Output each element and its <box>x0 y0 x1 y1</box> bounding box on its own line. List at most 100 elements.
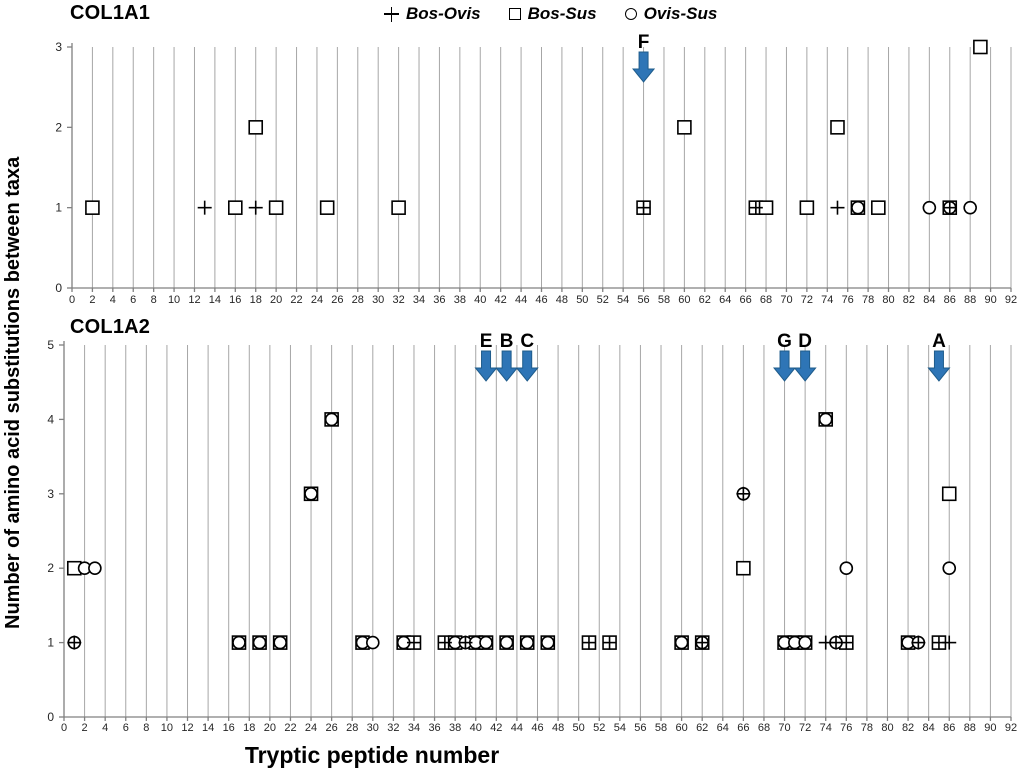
x-tick-label: 40 <box>470 722 482 734</box>
x-tick-label: 2 <box>89 294 95 306</box>
x-tick-label: 56 <box>637 294 649 306</box>
axes <box>59 341 1012 721</box>
x-tick-label: 90 <box>984 722 996 734</box>
data-point-square <box>830 120 845 135</box>
y-tick-labels: 0 1 2 3 <box>55 40 62 295</box>
x-tick-label: 46 <box>531 722 543 734</box>
x-tick-label: 44 <box>511 722 523 734</box>
x-tick-label: 38 <box>449 722 461 734</box>
x-tick-label: 10 <box>161 722 173 734</box>
data-point-circle <box>324 412 339 427</box>
y-axis-title: Number of amino acid substitutions betwe… <box>2 156 24 630</box>
y-tick-label: 0 <box>55 281 62 295</box>
x-tick-labels: 0 2 4 6 8 10 12 14 16 18 20 22 24 26 28 30 32 34 36 38 40 42 4… <box>69 294 1017 306</box>
data-point-square <box>268 200 284 215</box>
data-point-square <box>973 39 988 55</box>
x-tick-label: 84 <box>923 294 935 306</box>
x-tick-label: 64 <box>717 722 729 734</box>
arrow-label-E: E <box>480 331 493 352</box>
data-point-plus <box>602 635 617 650</box>
series-bos-sus <box>85 39 988 215</box>
x-tick-label: 80 <box>881 722 893 734</box>
data-point-circle <box>232 635 246 650</box>
x-tick-label: 86 <box>944 294 956 306</box>
data-point-plus <box>406 635 421 650</box>
x-tick-label: 42 <box>490 722 502 734</box>
x-tick-label: 74 <box>821 294 833 306</box>
legend-item-bos-sus: Bos-Sus <box>508 4 597 24</box>
marker-arrow-A <box>927 350 951 382</box>
chart-title-col1a2: COL1A2 <box>70 316 151 338</box>
data-point-square <box>391 200 406 215</box>
x-tick-label: 52 <box>593 722 605 734</box>
x-tick-label: 62 <box>699 294 711 306</box>
data-point-circle <box>499 635 514 650</box>
arrow-label-B: B <box>500 331 514 352</box>
x-tick-label: 40 <box>474 294 486 306</box>
data-point-circle <box>963 200 977 215</box>
data-point-plus <box>248 200 263 215</box>
x-tick-label: 2 <box>82 722 88 734</box>
x-tick-label: 8 <box>143 722 149 734</box>
data-point-circle <box>798 635 812 650</box>
x-tick-label: 6 <box>130 294 136 306</box>
data-point-plus <box>748 200 763 215</box>
axes <box>67 43 1012 292</box>
data-point-circle <box>88 561 102 576</box>
data-point-plus <box>695 635 710 650</box>
chart-col1a1: 0 2 4 6 8 10 12 14 16 18 20 22 24 26 28 30 32 34 36 38 40 42 4… <box>55 32 1017 306</box>
legend-label-ovis-sus: Ovis-Sus <box>643 4 718 23</box>
x-tick-label: 0 <box>69 294 75 306</box>
gridlines <box>63 345 1012 717</box>
data-point-plus <box>839 635 854 650</box>
x-tick-label: 76 <box>842 294 854 306</box>
legend-item-bos-ovis: Bos-Ovis <box>384 4 481 24</box>
x-tick-label: 56 <box>634 722 646 734</box>
x-tick-label: 42 <box>495 294 507 306</box>
series-bos-ovis <box>197 200 957 215</box>
x-tick-label: 16 <box>229 294 241 306</box>
data-point-square <box>248 120 264 135</box>
plus-marker-icon <box>384 6 399 22</box>
x-tick-label: 78 <box>861 722 873 734</box>
data-point-plus <box>942 635 957 650</box>
x-tick-label: 66 <box>737 722 749 734</box>
x-tick-label: 82 <box>903 294 915 306</box>
y-tick-label: 2 <box>47 561 54 575</box>
data-point-plus <box>67 635 82 650</box>
x-tick-label: 72 <box>801 294 813 306</box>
data-point-circle <box>273 635 287 650</box>
x-tick-label: 26 <box>331 294 343 306</box>
y-tick-label: 4 <box>47 412 54 426</box>
y-tick-label: 1 <box>47 636 54 650</box>
x-tick-label: 54 <box>617 294 629 306</box>
x-tick-label: 22 <box>290 294 302 306</box>
x-tick-label: 18 <box>250 294 262 306</box>
x-tick-label: 64 <box>719 294 731 306</box>
x-tick-label: 28 <box>352 294 364 306</box>
data-point-circle <box>479 635 493 650</box>
arrow-label-F: F <box>638 32 650 53</box>
y-tick-labels: 0 1 2 3 4 5 <box>47 338 54 724</box>
data-point-plus <box>736 486 751 501</box>
x-tick-label: 52 <box>597 294 609 306</box>
x-tick-label: 70 <box>778 722 790 734</box>
x-tick-label: 54 <box>614 722 626 734</box>
y-tick-label: 3 <box>47 487 54 501</box>
x-tick-label: 4 <box>110 294 116 306</box>
x-tick-label: 38 <box>454 294 466 306</box>
y-tick-label: 0 <box>47 710 54 724</box>
x-tick-label: 32 <box>387 722 399 734</box>
x-tick-label: 50 <box>576 294 588 306</box>
x-tick-label: 68 <box>758 722 770 734</box>
x-tick-label: 20 <box>264 722 276 734</box>
x-tick-label: 50 <box>573 722 585 734</box>
x-tick-label: 34 <box>413 294 425 306</box>
series-ovis-sus <box>67 412 957 650</box>
circle-marker-icon <box>624 8 637 20</box>
x-tick-label: 22 <box>284 722 296 734</box>
data-point-square <box>871 200 886 215</box>
data-point-circle <box>942 561 957 576</box>
arrow-label-D: D <box>798 331 812 352</box>
x-tick-label: 36 <box>428 722 440 734</box>
